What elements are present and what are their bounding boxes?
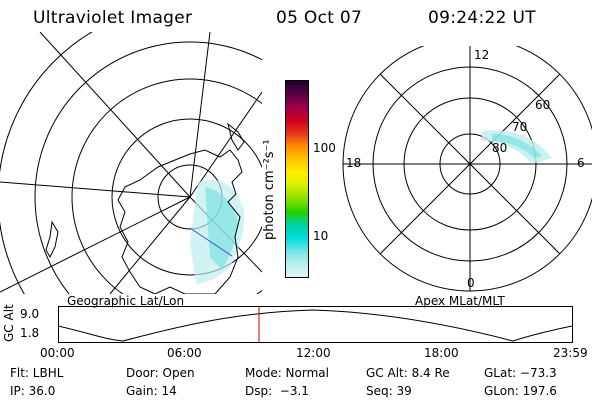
apex-aurora-core: [492, 134, 542, 158]
altitude-plot-frame: [58, 306, 573, 343]
mlt-label-18: 18: [346, 156, 362, 170]
altitude-curve: [58, 309, 573, 342]
imager-title: Ultraviolet Imager: [33, 8, 193, 28]
geo-lat-circle-2: [111, 118, 262, 276]
peninsula-coastline: [227, 122, 245, 151]
glat-status: GLat: −73.3: [484, 366, 557, 380]
geo-meridian: [0, 196, 191, 293]
mlt-label-6: 6: [577, 156, 585, 170]
geo-meridian: [0, 181, 191, 198]
apex-diagonal-line: [379, 73, 561, 255]
geo-lat-circle-3: [71, 78, 262, 294]
colorbar-tick-10: 10: [313, 229, 329, 243]
xtick-0600: 06:00: [167, 346, 202, 360]
geo-meridian: [109, 196, 191, 294]
dsp-status: Dsp: −3.1: [245, 384, 309, 398]
xtick-0000: 00:00: [40, 346, 75, 360]
apex-polar-map: [342, 46, 592, 292]
door-status: Door: Open: [126, 366, 195, 380]
xtick-1200: 12:00: [296, 346, 331, 360]
xtick-2359: 23:59: [553, 346, 588, 360]
geographic-map: [0, 32, 262, 294]
xtick-1800: 18:00: [424, 346, 459, 360]
apex-label: Apex MLat/MLT: [415, 294, 505, 308]
colorbar-unit-label: photon cm⁻²s⁻¹: [262, 139, 277, 240]
gain-status: Gain: 14: [126, 384, 177, 398]
glon-status: GLon: 197.6: [484, 384, 557, 398]
mlt-label-12: 12: [474, 48, 490, 62]
time-label: 09:24:22 UT: [428, 8, 536, 28]
date-label: 05 Oct 07: [276, 8, 363, 28]
mlat-label-70: 70: [512, 120, 528, 134]
mlat-label-80: 80: [492, 141, 508, 155]
island-coastline: [45, 220, 59, 259]
geo-meridian: [189, 32, 211, 198]
mlt-label-0: 0: [467, 276, 475, 290]
seq-status: Seq: 39: [366, 384, 412, 398]
mode-status: Mode: Normal: [245, 366, 329, 380]
geo-meridian: [189, 91, 262, 198]
geographic-label: Geographic Lat/Lon: [67, 294, 185, 308]
geo-meridian: [39, 32, 191, 198]
mlat-label-60: 60: [535, 98, 551, 112]
gc-alt-status: GC Alt: 8.4 Re: [366, 366, 450, 380]
altitude-ylabel: GC Alt: [2, 304, 16, 342]
colorbar-tick-100: 100: [313, 141, 336, 155]
filter-status: Flt: LBHL: [10, 366, 64, 380]
altitude-ytick-max: 9.0: [20, 307, 40, 321]
coastline: [117, 149, 243, 294]
ip-status: IP: 36.0: [10, 384, 56, 398]
pole-marker-line: [189, 227, 233, 257]
geo-aurora-core: [205, 187, 238, 270]
geo-lat-circle-4: [34, 41, 262, 294]
colorbar: [285, 80, 309, 278]
altitude-ytick-min: 1.8: [20, 326, 40, 340]
altitude-plot: [58, 306, 573, 343]
